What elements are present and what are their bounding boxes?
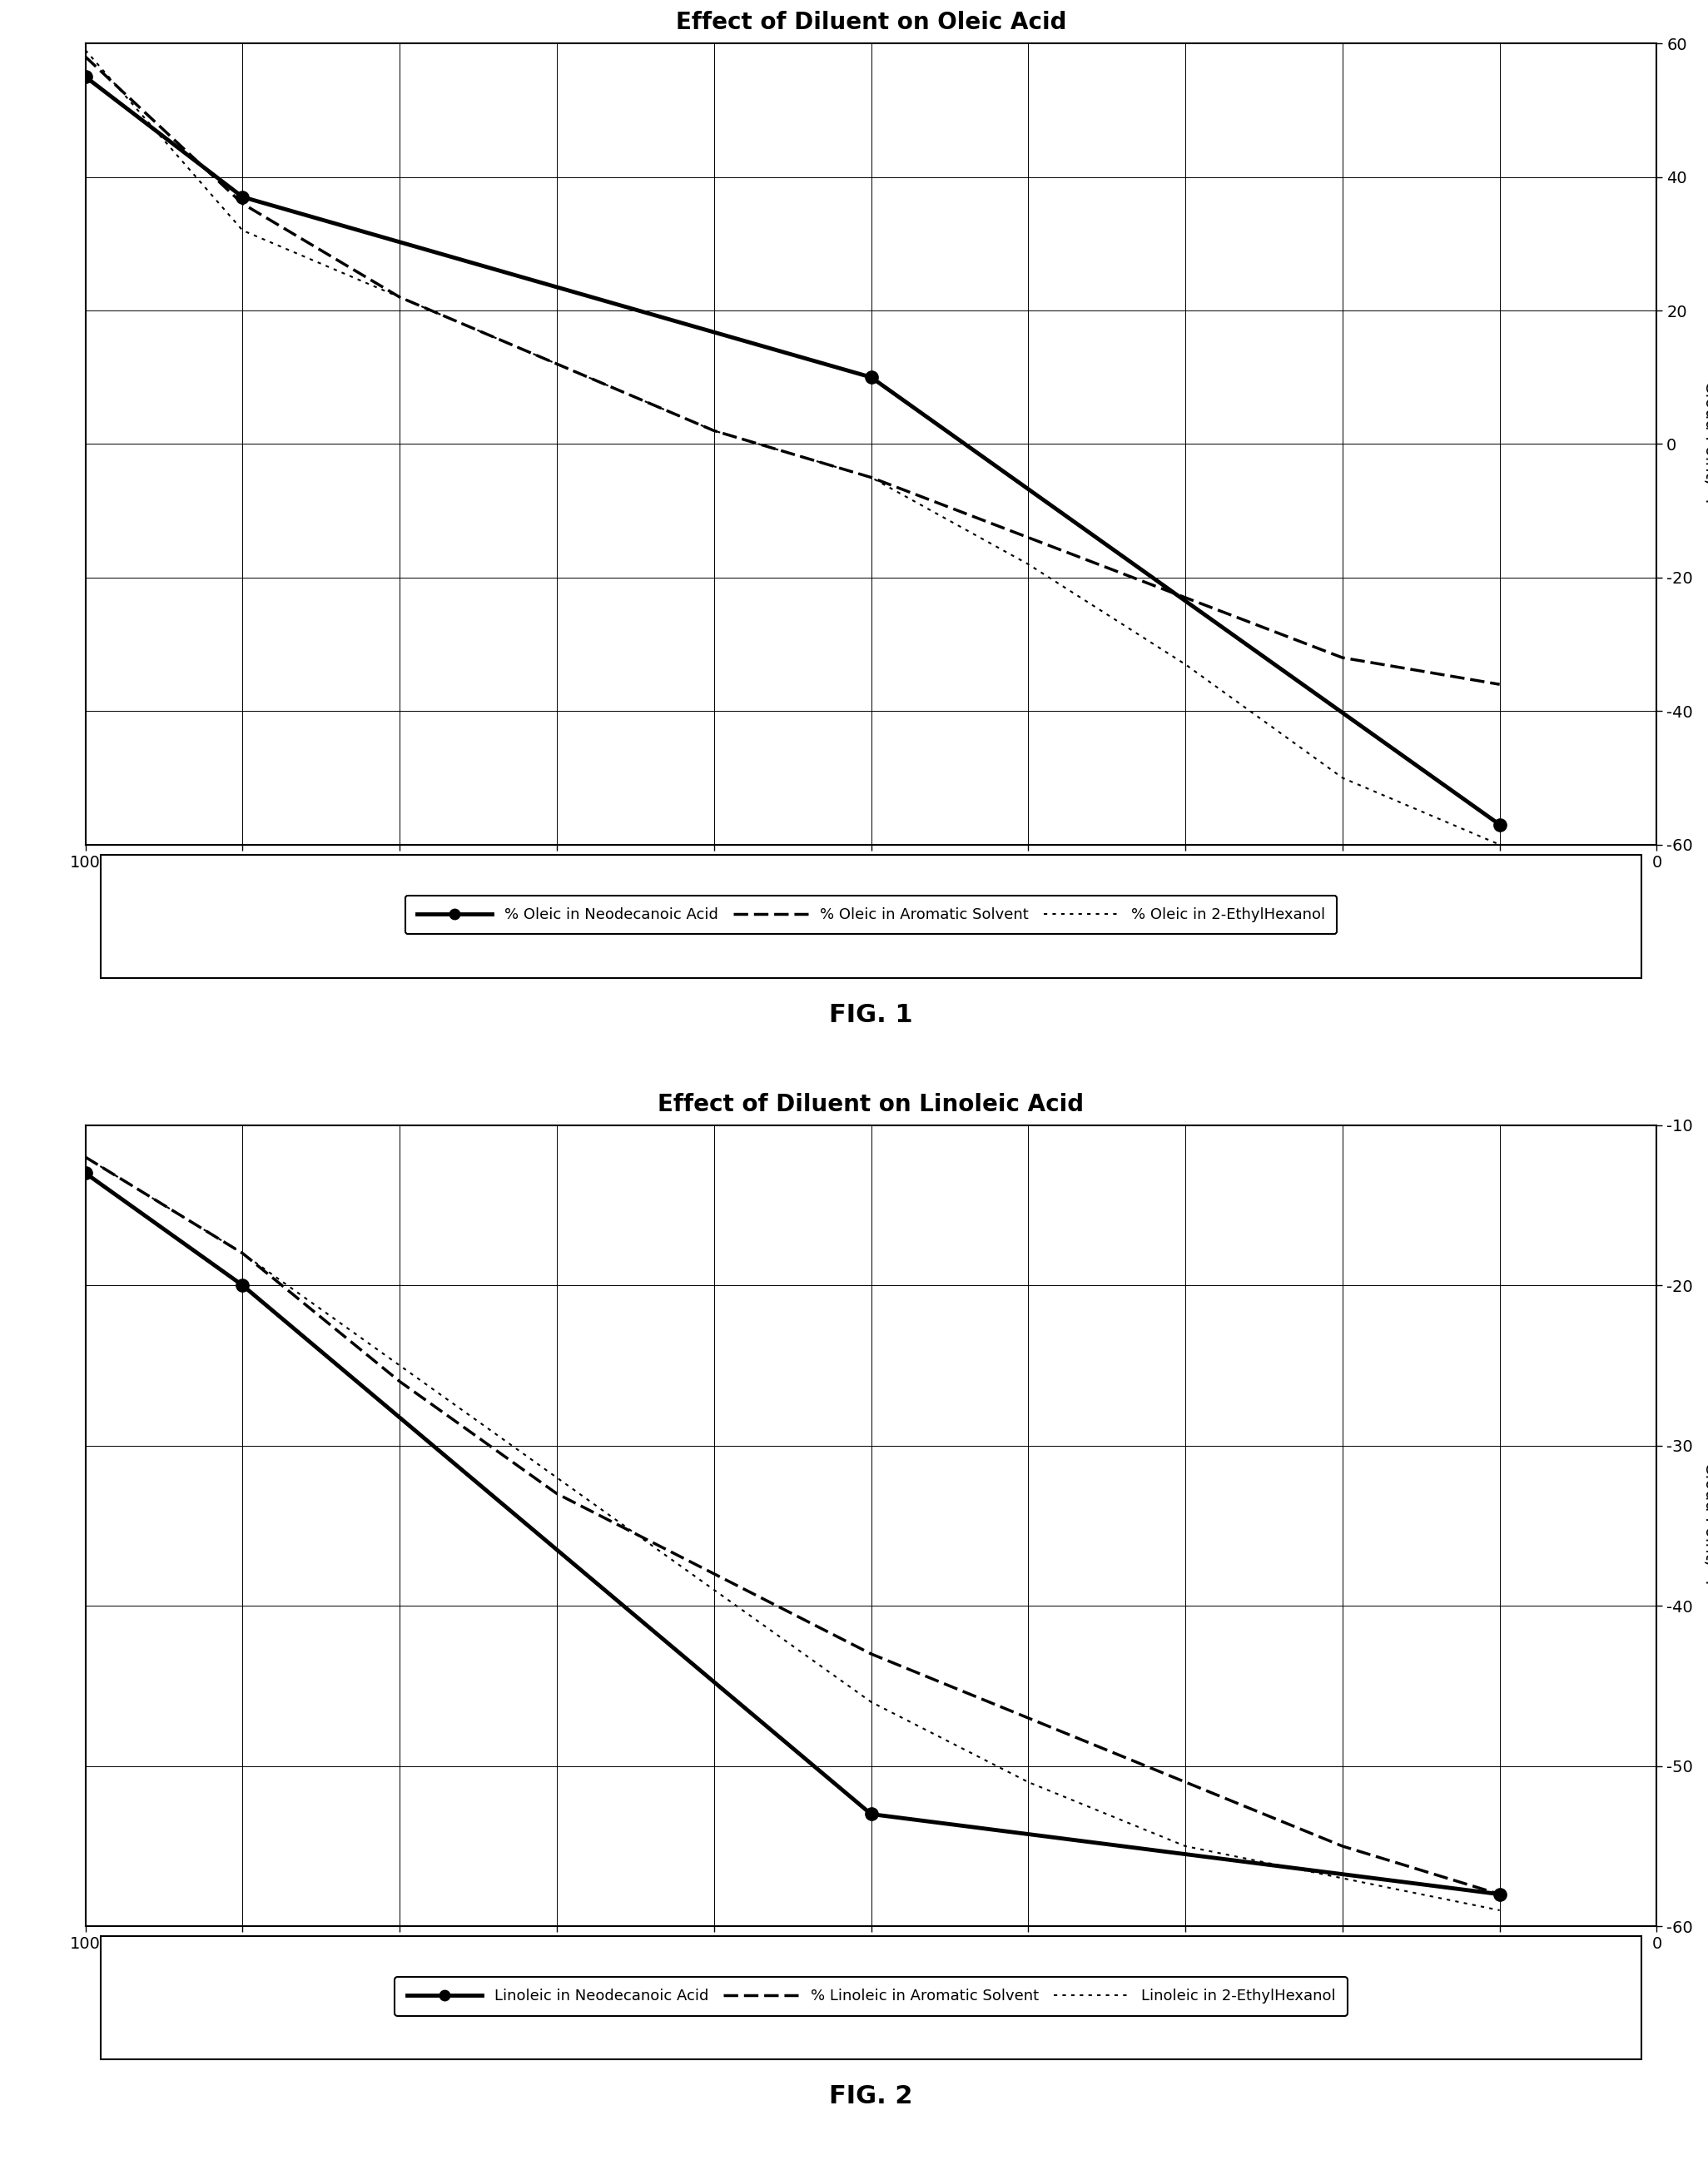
Legend: Linoleic in Neodecanoic Acid, % Linoleic in Aromatic Solvent, Linoleic in 2-Ethy: Linoleic in Neodecanoic Acid, % Linoleic… <box>395 1977 1348 2016</box>
Y-axis label: Cloud Point, °F: Cloud Point, °F <box>1701 1463 1708 1591</box>
Text: FIG. 2: FIG. 2 <box>830 2085 912 2109</box>
FancyBboxPatch shape <box>101 1936 1641 2059</box>
Y-axis label: Cloud Point, °F: Cloud Point, °F <box>1701 380 1708 508</box>
Title: Effect of Diluent on Oleic Acid: Effect of Diluent on Oleic Acid <box>676 11 1066 35</box>
FancyBboxPatch shape <box>101 855 1641 979</box>
X-axis label: Acid, wt-%: Acid, wt-% <box>816 879 926 896</box>
Legend: % Oleic in Neodecanoic Acid, % Oleic in Aromatic Solvent, % Oleic in 2-EthylHexa: % Oleic in Neodecanoic Acid, % Oleic in … <box>405 896 1337 935</box>
X-axis label: Acid, wt-%: Acid, wt-% <box>816 1962 926 1977</box>
Title: Effect of Diluent on Linoleic Acid: Effect of Diluent on Linoleic Acid <box>658 1094 1085 1115</box>
Text: FIG. 1: FIG. 1 <box>828 1003 914 1026</box>
